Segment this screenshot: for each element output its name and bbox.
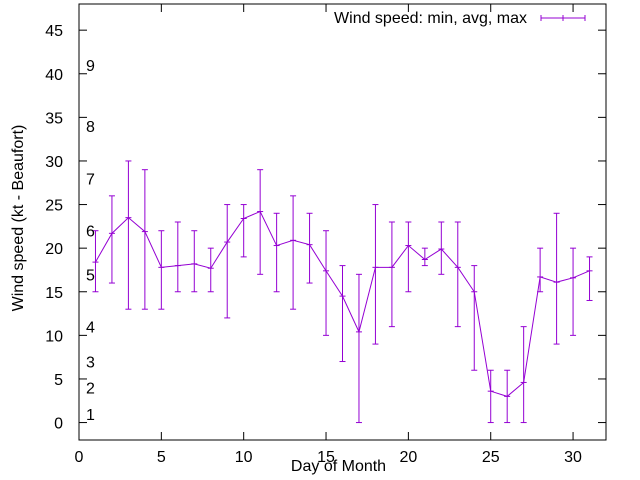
- beaufort-label: 3: [86, 355, 95, 372]
- beaufort-label: 6: [86, 224, 95, 241]
- x-tick-label: 20: [399, 449, 417, 466]
- x-tick-label: 30: [564, 449, 582, 466]
- beaufort-label: 4: [86, 320, 95, 337]
- beaufort-label: 7: [86, 171, 95, 188]
- x-axis-label: Day of Month: [291, 458, 386, 475]
- beaufort-label: 9: [86, 58, 95, 75]
- beaufort-annotations: 1 2 3 4 5 6 7 8 9: [86, 58, 95, 424]
- y-tick-label: 20: [45, 241, 63, 258]
- y-tick-label: 25: [45, 198, 63, 215]
- x-tick-label: 25: [482, 449, 500, 466]
- y-tick-label: 0: [54, 416, 63, 433]
- legend-label: Wind speed: min, avg, max: [334, 10, 527, 27]
- x-tick-label: 0: [75, 449, 84, 466]
- y-tick-label: 10: [45, 328, 63, 345]
- avg-line: [95, 210, 590, 397]
- beaufort-label: 5: [86, 267, 95, 284]
- x-tick-label: 15: [317, 449, 335, 466]
- y-tick-label: 15: [45, 285, 63, 302]
- beaufort-label: 8: [86, 119, 95, 136]
- y-tick-label: 35: [45, 110, 63, 127]
- beaufort-label: 2: [86, 381, 95, 398]
- chart-marks: [92, 160, 593, 424]
- y-tick-label: 40: [45, 67, 63, 84]
- y-axis-label: Wind speed (kt - Beaufort): [10, 125, 27, 312]
- y-tick-label: 30: [45, 154, 63, 171]
- x-tick-label: 10: [235, 449, 253, 466]
- legend: Wind speed: min, avg, max: [334, 10, 586, 27]
- beaufort-label: 1: [86, 407, 95, 424]
- y-tick-label: 5: [54, 372, 63, 389]
- legend-sample: [540, 15, 586, 21]
- y-tick-label: 45: [45, 23, 63, 40]
- x-tick-label: 5: [157, 449, 166, 466]
- plot-frame: [78, 3, 607, 441]
